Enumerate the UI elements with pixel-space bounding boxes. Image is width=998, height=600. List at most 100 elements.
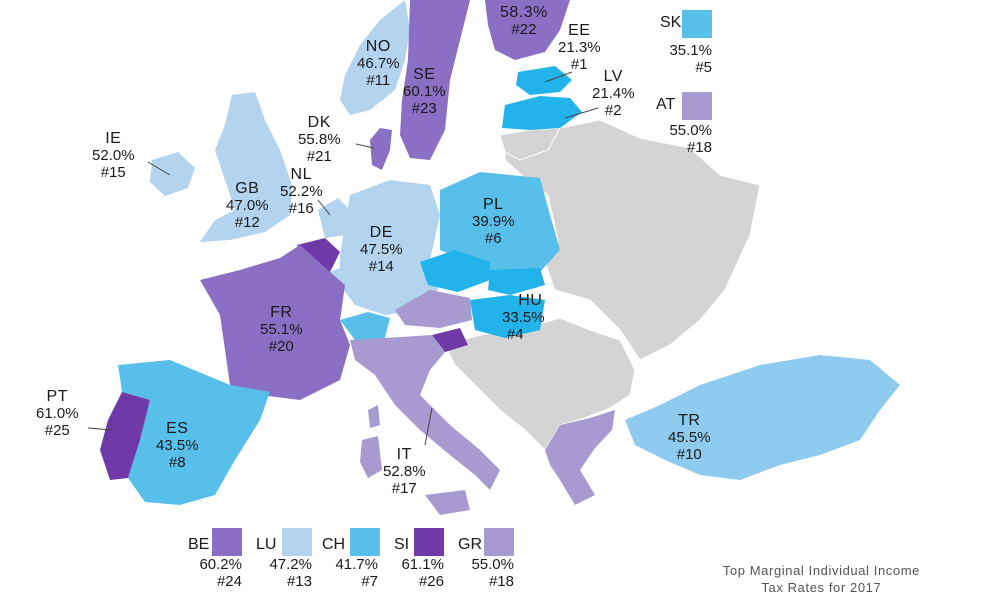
country-DE [340, 180, 440, 315]
leader-PT [87, 427, 113, 431]
label-PT-code: PT [46, 388, 68, 405]
label-LV-code: LV [603, 68, 623, 85]
label-ES-value: 43.5% [156, 437, 199, 454]
legend-GR-values: 55.0% #18 [454, 556, 514, 590]
label-PL-code: PL [482, 196, 504, 213]
caption-line2: Tax Rates for 2017 [761, 580, 882, 595]
label-FR-rank: #20 [268, 338, 294, 355]
label-GB-rank: #12 [234, 214, 260, 231]
label-SE-rank: #23 [411, 100, 437, 117]
label-GB-code: GB [235, 180, 260, 197]
label-FI-value: 58.3% [500, 4, 548, 21]
leader-NL [317, 199, 331, 216]
label-NL-code: NL [290, 166, 312, 183]
label-TR-value: 45.5% [668, 429, 711, 446]
label-LV-rank: #2 [604, 102, 622, 119]
country-AT [395, 290, 472, 328]
label-LV: LV 21.4% #2 [592, 68, 635, 119]
label-FR-value: 55.1% [260, 321, 303, 338]
legend-GR-value: 55.0% [471, 556, 514, 573]
legend-CH-rank: #7 [361, 573, 378, 590]
legend-SI-values: 61.1% #26 [384, 556, 444, 590]
label-IT: IT 52.8% #17 [383, 446, 426, 497]
label-DK: DK 55.8% #21 [298, 114, 341, 165]
island-sardinia [360, 436, 382, 478]
leader-EE [544, 71, 573, 83]
legend-SI-value: 61.1% [401, 556, 444, 573]
country-TR [625, 355, 900, 480]
label-HU: HU 33.5% #4 [486, 292, 545, 343]
island-corsica [368, 405, 380, 428]
label-EE-value: 21.3% [558, 39, 601, 56]
label-IT-value: 52.8% [383, 463, 426, 480]
label-NO-code: NO [365, 38, 391, 55]
label-NL-value: 52.2% [280, 183, 323, 200]
legend-LU-values: 47.2% #13 [252, 556, 312, 590]
legend-BE-code: BE [188, 536, 210, 553]
leader-DK [355, 143, 375, 149]
label-PL: PL 39.9% #6 [472, 196, 515, 247]
leader-IE [147, 161, 171, 176]
leader-IT [424, 407, 433, 446]
legend-BE-swatch [212, 528, 242, 556]
country-SI [432, 328, 468, 352]
label-DE: DE 47.5% #14 [360, 224, 403, 275]
legend-SK-swatch [682, 10, 712, 38]
label-NO-rank: #11 [366, 72, 391, 89]
label-DK-value: 55.8% [298, 131, 341, 148]
label-IE-rank: #15 [100, 164, 126, 181]
label-LV-value: 21.4% [592, 85, 635, 102]
legend-SI-rank: #26 [418, 573, 444, 590]
label-ES-code: ES [166, 420, 189, 437]
label-HU-rank: #4 [506, 326, 524, 343]
legend-LU-value: 47.2% [269, 556, 312, 573]
country-FI [485, 0, 570, 60]
legend-SK-values: 35.1% #5 [658, 42, 712, 76]
label-PL-rank: #6 [484, 230, 502, 247]
label-IE-code: IE [105, 130, 122, 147]
legend-BE-values: 60.2% #24 [182, 556, 242, 590]
label-DK-rank: #21 [306, 148, 332, 165]
label-TR-rank: #10 [676, 446, 702, 463]
region-russia-belarus-ukraine [504, 119, 761, 361]
label-FR: FR 55.1% #20 [260, 304, 303, 355]
legend-CH-values: 41.7% #7 [318, 556, 378, 590]
country-GB [200, 92, 292, 242]
label-DE-value: 47.5% [360, 241, 403, 258]
label-EE: EE 21.3% #1 [558, 22, 601, 73]
label-EE-rank: #1 [570, 56, 588, 73]
label-PL-value: 39.9% [472, 213, 515, 230]
label-PT-rank: #25 [44, 422, 70, 439]
country-SK [488, 268, 545, 295]
country-GR [545, 410, 615, 505]
legend-CH-code: CH [322, 536, 346, 553]
label-EE-code: EE [568, 22, 591, 39]
country-PT [100, 392, 150, 480]
country-CZ [420, 250, 490, 292]
label-PT-value: 61.0% [36, 405, 79, 422]
legend-BE-value: 60.2% [199, 556, 242, 573]
legend-AT-rank: #18 [686, 139, 712, 156]
country-NL [318, 198, 350, 238]
map-caption: Top Marginal Individual Income Tax Rates… [723, 562, 920, 596]
label-NL: NL 52.2% #16 [280, 166, 323, 217]
label-HU-code: HU [518, 292, 543, 309]
country-HU [470, 295, 545, 338]
label-NL-rank: #16 [288, 200, 314, 217]
label-IE: IE 52.0% #15 [92, 130, 135, 181]
legend-SI-code: SI [394, 536, 410, 553]
label-NO: NO 46.7% #11 [357, 38, 400, 89]
country-FR [200, 245, 350, 400]
legend-LU-rank: #13 [286, 573, 312, 590]
label-DE-rank: #14 [368, 258, 394, 275]
legend-AT-value: 55.0% [669, 122, 712, 139]
country-ES [118, 360, 270, 505]
label-GB-value: 47.0% [226, 197, 269, 214]
label-DK-code: DK [307, 114, 331, 131]
legend-AT-code: AT [656, 96, 676, 113]
label-TR: TR 45.5% #10 [668, 412, 711, 463]
legend-CH-swatch [350, 528, 380, 556]
label-PT: PT 61.0% #25 [36, 388, 79, 439]
legend-SK-value: 35.1% [669, 42, 712, 59]
legend-SK-rank: #5 [695, 59, 712, 76]
